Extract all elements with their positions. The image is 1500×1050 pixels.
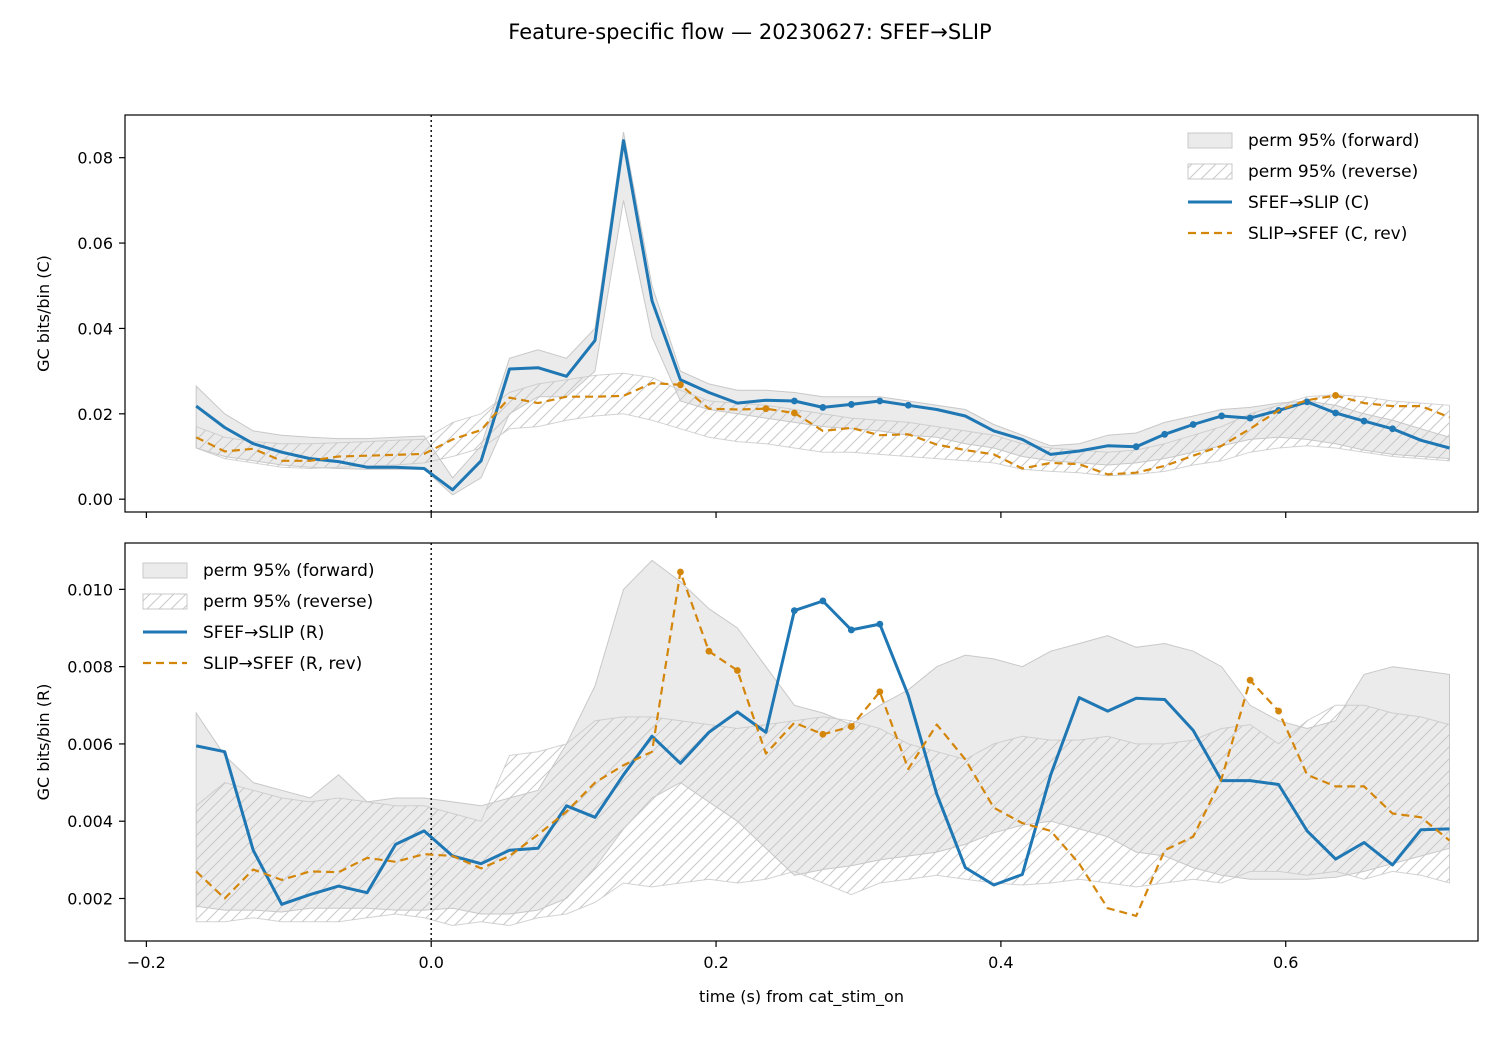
y-tick-label: 0.04	[77, 319, 113, 338]
legend-label: perm 95% (reverse)	[203, 592, 373, 612]
legend-label: SLIP→SFEF (C, rev)	[1248, 224, 1407, 244]
series-point-reverse	[819, 730, 827, 738]
x-tick-label: 0.0	[418, 953, 443, 972]
series-point-forward	[1332, 409, 1339, 417]
legend-label: perm 95% (forward)	[1248, 131, 1420, 151]
series-point-forward	[819, 404, 827, 411]
legend: perm 95% (forward) perm 95% (reverse) SFEF…	[142, 561, 375, 674]
series-point-forward	[847, 401, 855, 408]
legend-label: SLIP→SFEF (R, rev)	[203, 654, 362, 674]
series-point-reverse	[762, 405, 770, 413]
series-point-forward	[1218, 412, 1226, 420]
y-tick-label: 0.004	[67, 812, 113, 831]
legend: perm 95% (forward) perm 95% (reverse) SFEF…	[1187, 131, 1420, 244]
plot-area	[195, 543, 1451, 941]
legend-swatch-reverse-band	[1187, 163, 1233, 180]
band-reverse-perm	[195, 704, 1450, 927]
series-point-reverse	[705, 647, 713, 655]
series-point-reverse	[876, 688, 884, 696]
series-point-reverse	[790, 409, 798, 417]
y-tick-label: 0.08	[77, 149, 113, 168]
series-point-forward	[1303, 398, 1311, 406]
figure-title: Feature-specific flow — 20230627: SFEF→S…	[508, 20, 991, 44]
legend-label: perm 95% (forward)	[203, 561, 375, 581]
y-tick-label: 0.006	[67, 735, 113, 754]
y-tick-label: 0.002	[67, 889, 113, 908]
series-point-forward	[790, 397, 798, 405]
series-point-forward	[790, 607, 798, 615]
axes-frame	[124, 542, 1479, 942]
legend-swatch-forward-band	[1187, 132, 1233, 149]
chart-panel-0: 0.00 0.02 0.04 0.06 0.08 GC bits/bin (C) perm …	[34, 114, 1479, 518]
series-point-forward	[819, 597, 827, 605]
series-point-forward	[904, 401, 912, 409]
series-point-reverse	[677, 381, 684, 389]
plot-area	[195, 115, 1450, 512]
y-axis-label: GC bits/bin (C)	[34, 255, 53, 372]
legend-swatch-reverse-band	[142, 593, 188, 610]
series-point-forward	[1189, 421, 1197, 428]
series-point-forward	[1132, 443, 1140, 451]
y-tick-label: 0.008	[67, 658, 113, 677]
y-axis-label: GC bits/bin (R)	[34, 684, 53, 801]
series-point-reverse	[1332, 392, 1339, 399]
series-point-forward	[847, 626, 855, 634]
legend-label: SFEF→SLIP (C)	[1248, 193, 1369, 213]
x-tick-label: 0.4	[988, 953, 1013, 972]
series-point-reverse	[1275, 707, 1283, 715]
legend-label: SFEF→SLIP (R)	[203, 623, 324, 643]
x-axis-label: time (s) from cat_stim_on	[699, 987, 904, 1007]
series-point-forward	[876, 397, 884, 405]
chart-panel-1: 0.002 0.004 0.006 0.008 0.010 −0.2 0.0 0.2 0.4 0.…	[34, 542, 1479, 1007]
series-point-forward	[1246, 414, 1254, 422]
x-tick-label: 0.2	[703, 953, 728, 972]
y-tick-label: 0.00	[77, 490, 113, 509]
legend-swatch-forward-band	[142, 562, 188, 579]
series-line-reverse	[195, 382, 1450, 476]
y-tick-label: 0.010	[67, 580, 113, 599]
series-point-reverse	[734, 667, 741, 674]
legend-label: perm 95% (reverse)	[1248, 162, 1418, 182]
y-tick-label: 0.06	[77, 234, 113, 253]
axes-frame	[124, 114, 1479, 513]
series-point-forward	[876, 620, 884, 628]
series-point-forward	[1389, 425, 1396, 433]
x-tick-label: 0.6	[1273, 953, 1298, 972]
series-point-forward	[1360, 417, 1368, 425]
series-point-forward	[1161, 430, 1169, 438]
x-tick-label: −0.2	[127, 953, 166, 972]
series-point-reverse	[1246, 676, 1254, 684]
series-point-reverse	[677, 568, 684, 576]
series-point-reverse	[847, 723, 855, 730]
y-tick-label: 0.02	[77, 405, 113, 424]
